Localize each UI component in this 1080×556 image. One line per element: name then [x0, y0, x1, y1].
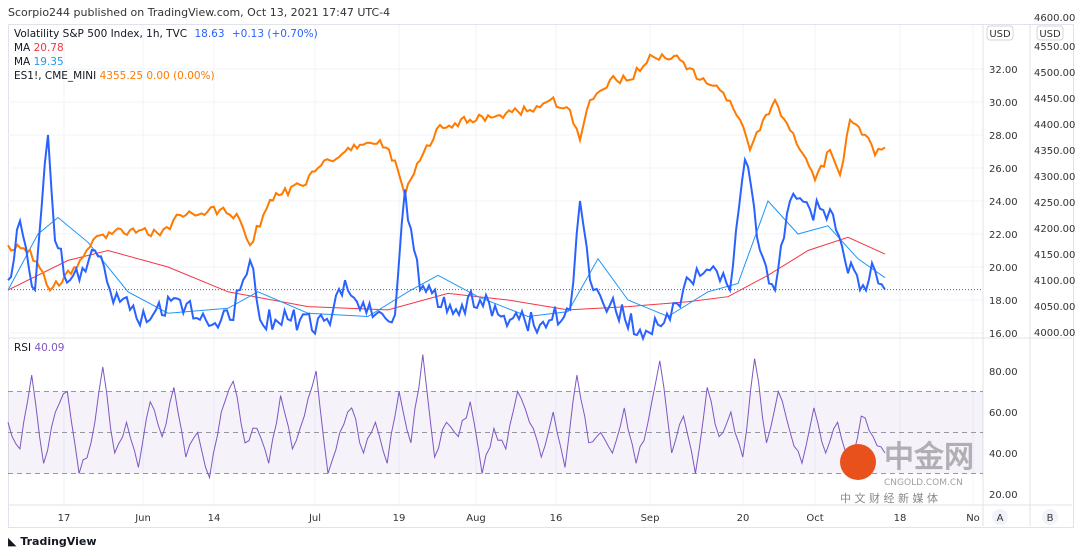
- legend-main-change: +0.13 (+0.70%): [231, 28, 318, 40]
- es-axis-label: 4350.00: [1034, 146, 1075, 157]
- legend-ma1-label: MA: [14, 42, 31, 54]
- watermark-title: 中金网: [884, 440, 974, 475]
- brand-label: TradingView: [20, 535, 97, 548]
- watermark-sub: CNGOLD.COM.CN: [884, 478, 963, 488]
- es-axis-label: 4150.00: [1034, 250, 1075, 261]
- vix-axis-label: 18.00: [989, 296, 1018, 307]
- scale-button[interactable]: [992, 509, 1008, 525]
- rsi-axis-label: 80.00: [989, 367, 1018, 378]
- legend-main-title: Volatility S&P 500 Index, 1h, TVC: [14, 28, 188, 40]
- time-axis-label: No: [966, 513, 980, 524]
- es-axis-label: 4450.00: [1034, 94, 1075, 105]
- currency-button[interactable]: [1036, 25, 1064, 41]
- legend-rsi-value: 40.09: [34, 342, 65, 354]
- es-axis-label: 4400.00: [1034, 120, 1075, 131]
- watermark-tag: 中 文 财 经 新 媒 体: [840, 492, 938, 505]
- es-line: [7, 52, 886, 293]
- cngold-watermark: 中金网 CNGOLD.COM.CN 中 文 财 经 新 媒 体: [840, 440, 990, 510]
- es-axis-label: 4000.00: [1034, 328, 1075, 339]
- vix-axis-label: 28.00: [989, 131, 1018, 142]
- legend-es-label: ES1!, CME_MINI: [14, 70, 97, 82]
- scale-button-label: A: [997, 513, 1004, 524]
- es-axis-label: 4300.00: [1034, 172, 1075, 183]
- rsi-line: [7, 354, 886, 480]
- es-axis-label: 4500.00: [1034, 68, 1075, 79]
- currency-label: USD: [989, 29, 1011, 40]
- rsi-axis-label: 40.00: [989, 449, 1018, 460]
- time-axis-label: Aug: [466, 513, 486, 524]
- ma-red-line: [7, 236, 886, 311]
- scale-button[interactable]: [1042, 509, 1058, 525]
- legend-ma2: MA 19.35: [14, 56, 64, 68]
- es-axis-label: 4200.00: [1034, 224, 1075, 235]
- time-axis-label: 16: [550, 513, 563, 524]
- tv-icon: ◣: [8, 535, 17, 548]
- rsi-axis-label: 60.00: [989, 408, 1018, 419]
- publisher-line: Scorpio244 published on TradingView.com,…: [8, 6, 391, 19]
- time-axis-label: Oct: [806, 513, 823, 524]
- currency-label: USD: [1039, 29, 1061, 40]
- vix-axis-label: 22.00: [989, 230, 1018, 241]
- vix-axis-label: 16.00: [989, 329, 1018, 340]
- time-axis-label: Jun: [134, 513, 151, 524]
- time-axis-label: Sep: [641, 513, 660, 524]
- time-axis-label: 20: [737, 513, 750, 524]
- vix-line: [7, 134, 886, 342]
- time-axis-label: 19: [393, 513, 406, 524]
- legend-es: ES1!, CME_MINI 4355.25 0.00 (0.00%): [14, 70, 215, 82]
- legend-rsi-label: RSI: [14, 342, 32, 354]
- time-axis-label: Jul: [308, 513, 321, 524]
- ma-blue-line: [7, 200, 886, 318]
- time-axis-label: 18: [894, 513, 907, 524]
- cngold-logo-icon: [840, 444, 876, 480]
- legend-main-value: 18.63: [194, 28, 225, 40]
- legend-ma2-value: 19.35: [33, 56, 64, 68]
- legend-ma2-label: MA: [14, 56, 31, 68]
- es-axis-label: 4050.00: [1034, 302, 1075, 313]
- vix-axis-label: 24.00: [989, 197, 1018, 208]
- time-axis-label: 17: [58, 513, 71, 524]
- rsi-axis-label: 20.00: [989, 490, 1018, 501]
- vix-axis-label: 32.00: [989, 65, 1018, 76]
- es-axis-label: 4100.00: [1034, 276, 1075, 287]
- legend-rsi: RSI 40.09: [14, 342, 64, 354]
- es-axis-label: 4600.00: [1034, 13, 1075, 24]
- vix-axis-label: 26.00: [989, 164, 1018, 175]
- legend-es-change: 0.00 (0.00%): [146, 70, 215, 82]
- vix-axis-label: 20.00: [989, 263, 1018, 274]
- legend-es-value: 4355.25: [99, 70, 144, 82]
- legend-main: Volatility S&P 500 Index, 1h, TVC 18.63 …: [14, 28, 318, 40]
- tradingview-logo[interactable]: ◣ TradingView: [8, 535, 97, 548]
- es-axis-label: 4550.00: [1034, 42, 1075, 53]
- time-axis-label: 14: [208, 513, 221, 524]
- legend-ma1: MA 20.78: [14, 42, 64, 54]
- chart-frame[interactable]: [8, 24, 1074, 528]
- es-axis-label: 4250.00: [1034, 198, 1075, 209]
- vix-axis-label: 30.00: [989, 98, 1018, 109]
- scale-button-label: B: [1047, 513, 1054, 524]
- currency-button[interactable]: [986, 25, 1014, 41]
- legend-ma1-value: 20.78: [33, 42, 64, 54]
